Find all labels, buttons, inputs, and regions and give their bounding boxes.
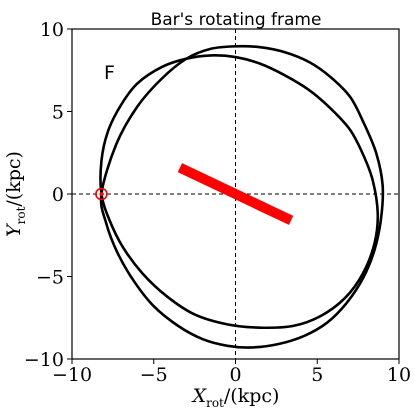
x-axis-label-subscript: rot [206, 396, 224, 410]
y-axis-label-symbol: Y [3, 222, 25, 237]
orbit-series-1 [99, 54, 380, 330]
axis-ticks: −10 −5 0 5 10 −10 −5 0 5 10 [24, 19, 411, 386]
y-tick-label: 5 [52, 102, 64, 124]
galactic-bar [177, 163, 294, 225]
x-tick-label: 0 [229, 364, 241, 386]
x-tick-label: 10 [387, 364, 411, 386]
x-tick-label: −5 [140, 364, 168, 386]
y-tick-label: 0 [52, 184, 64, 206]
y-axis-label-subscript: rot [14, 206, 28, 224]
chart-title: Bar's rotating frame [151, 10, 322, 30]
orbit-series-2 [99, 44, 385, 349]
x-tick-label: 5 [311, 364, 323, 386]
y-tick-label: −10 [24, 349, 64, 371]
y-axis-label-unit: /(kpc) [3, 151, 25, 207]
sun-marker-dot [99, 192, 104, 196]
panel-label: F [104, 62, 115, 84]
x-axis-label-unit: /(kpc) [224, 385, 280, 407]
y-axis-label: Yrot/(kpc) [3, 151, 28, 237]
x-axis-label: Xrot/(kpc) [191, 385, 280, 410]
x-tick-label: −10 [52, 364, 92, 386]
plot-area [71, 28, 400, 360]
x-axis-label-symbol: X [191, 385, 208, 407]
y-tick-label: 10 [40, 19, 64, 41]
y-tick-label: −5 [36, 267, 64, 289]
sun-marker-ring [95, 187, 108, 201]
